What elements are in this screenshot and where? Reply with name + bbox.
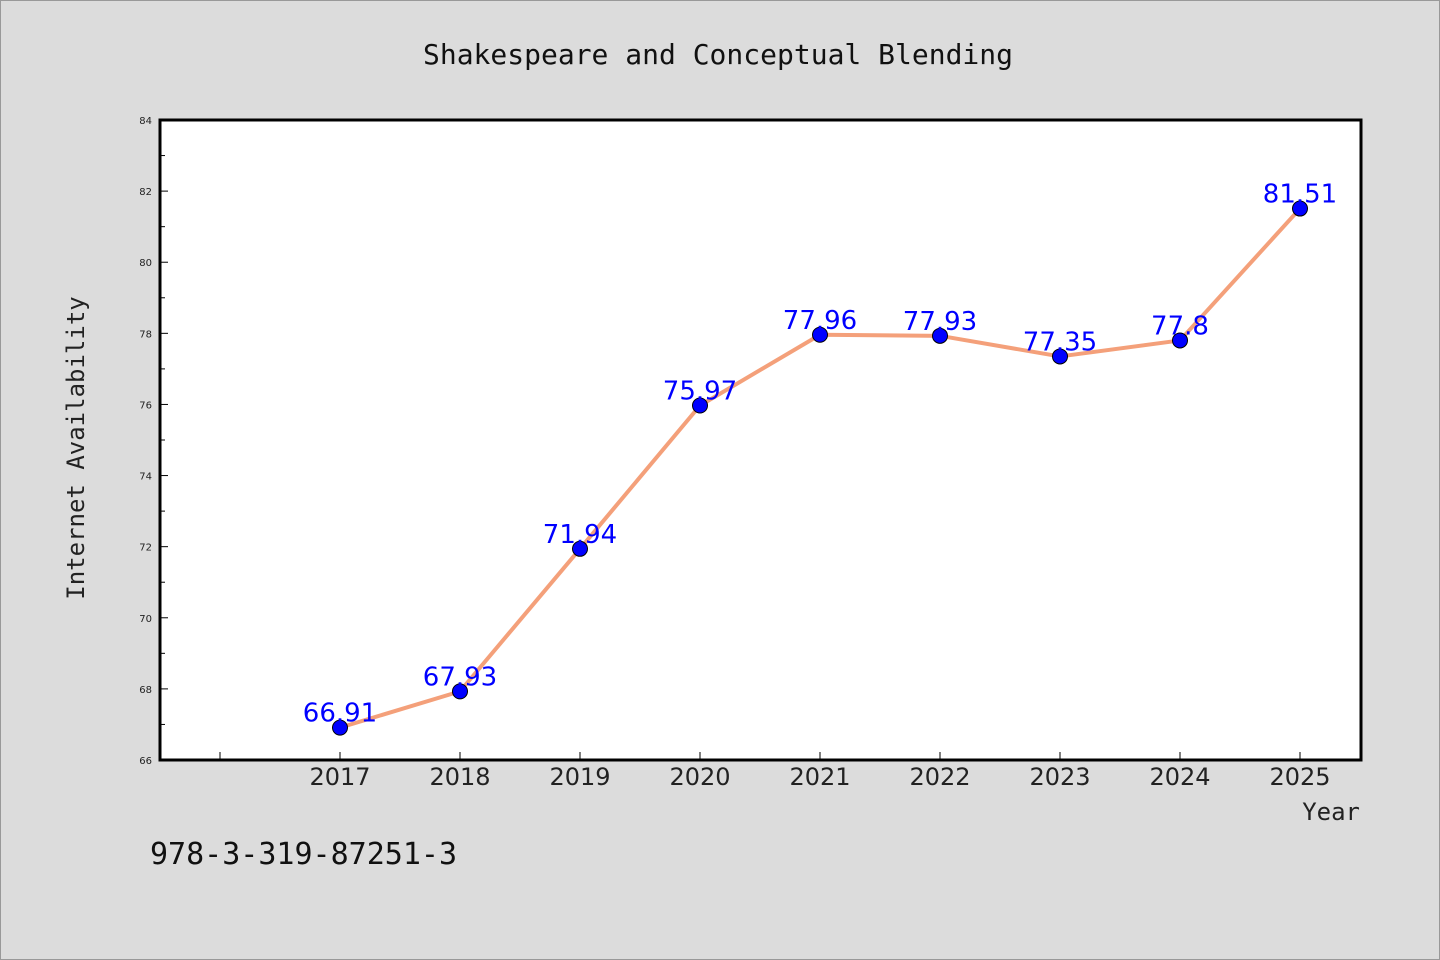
y-axis-ticks: 66 68 70 72 74 76 78 80 82 84	[139, 116, 168, 767]
data-point	[332, 719, 348, 736]
data-label: 75.97	[663, 377, 737, 407]
data-label: 67.93	[423, 662, 497, 692]
x-axis-label: Year	[1302, 798, 1360, 826]
x-tick-label: 2021	[789, 763, 850, 791]
data-point	[692, 397, 708, 414]
x-tick-label: 2022	[909, 763, 970, 791]
data-label: 66.91	[303, 699, 377, 729]
data-label: 77.8	[1151, 311, 1209, 341]
y-tick-label: 66	[139, 756, 152, 767]
x-tick-label: 2020	[669, 763, 730, 791]
chart-title: Shakespeare and Conceptual Blending	[423, 38, 1013, 71]
y-tick-label: 82	[139, 187, 152, 198]
data-label: 77.35	[1023, 327, 1097, 357]
x-tick-label: 2017	[309, 763, 370, 791]
data-point	[932, 327, 948, 344]
y-tick-label: 80	[139, 258, 152, 269]
y-tick-label: 78	[139, 329, 152, 340]
x-tick-label: 2018	[429, 763, 490, 791]
data-points	[332, 200, 1308, 736]
data-label: 81.51	[1263, 180, 1337, 210]
y-tick-label: 70	[139, 614, 152, 625]
x-axis-ticks: 2017 2018 2019 2020 2021 2022 2023 2024 2025	[219, 752, 1331, 791]
data-point	[1052, 348, 1068, 365]
x-tick-label: 2023	[1029, 763, 1090, 791]
plot-area	[158, 118, 1363, 762]
data-point	[452, 683, 468, 700]
data-label: 71.94	[543, 520, 617, 550]
data-point	[572, 540, 588, 557]
y-tick-label: 74	[139, 472, 152, 483]
y-axis-label: Internet Availability	[62, 296, 90, 599]
data-label: 77.96	[783, 306, 857, 336]
y-tick-label: 68	[139, 685, 152, 696]
data-point	[1172, 332, 1188, 349]
data-point	[812, 326, 828, 343]
x-tick-label: 2025	[1269, 763, 1330, 791]
y-tick-label: 84	[139, 116, 152, 127]
data-point	[1292, 200, 1308, 217]
x-tick-label: 2019	[549, 763, 610, 791]
x-tick-label: 2024	[1149, 763, 1210, 791]
data-labels: 66.91 67.93 71.94 75.97 77.96 77.93 77.35 77.8 8…	[303, 180, 1337, 729]
data-label: 77.93	[903, 307, 977, 337]
y-tick-label: 72	[139, 543, 152, 554]
isbn-code: 978-3-319-87251-3	[150, 837, 457, 872]
y-tick-label: 76	[139, 400, 152, 411]
